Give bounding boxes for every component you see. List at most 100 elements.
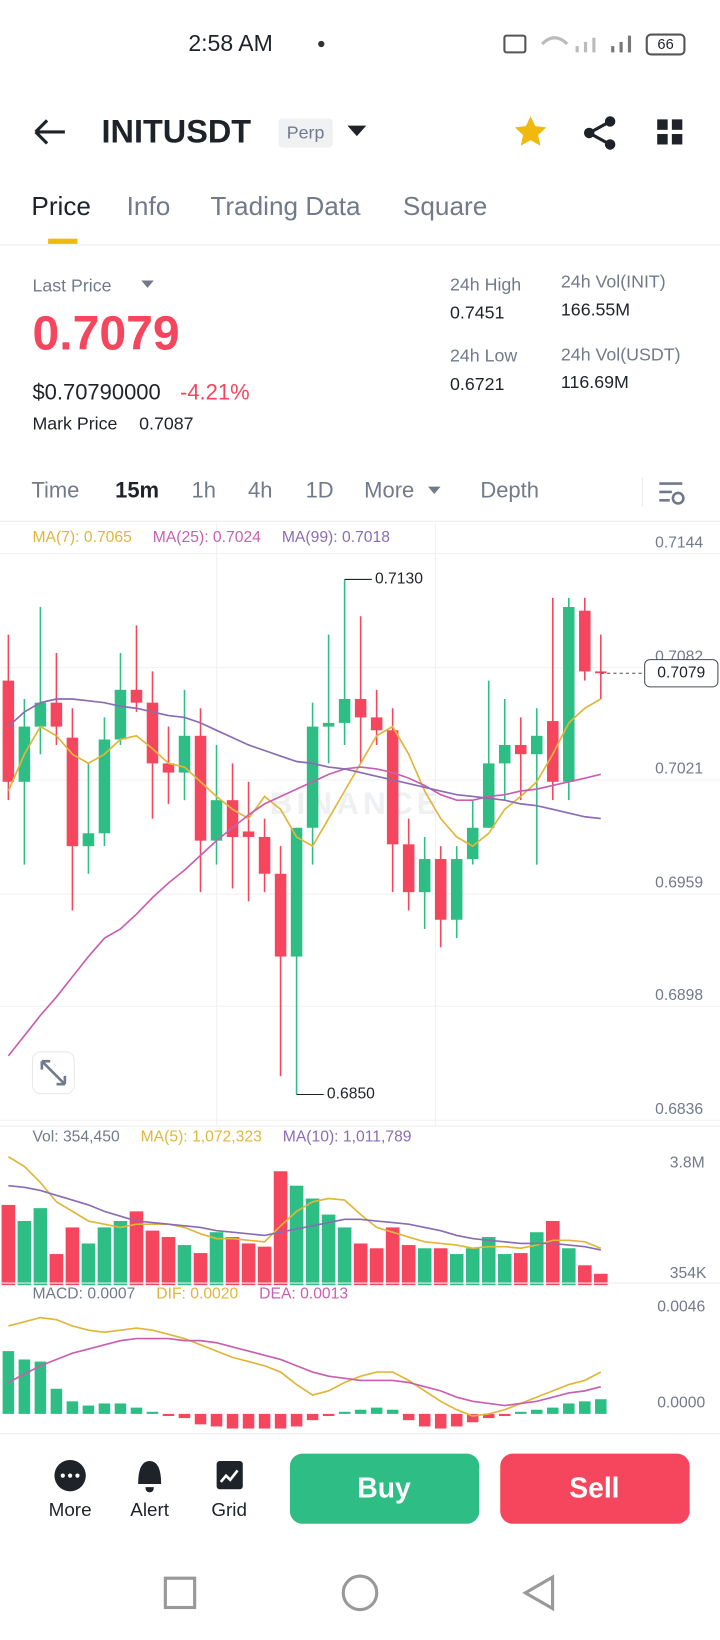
signal [611, 46, 615, 53]
symbol-title[interactable]: INITUSDT [102, 114, 252, 150]
status-bar: 2:58 AM 66 [188, 30, 686, 56]
bottom-label[interactable]: More [49, 1499, 92, 1520]
bar [146, 1411, 159, 1414]
candle-body [402, 844, 415, 893]
bar [401, 1245, 416, 1286]
sell-button[interactable] [500, 1453, 690, 1524]
y-tick-label: 354K [670, 1265, 707, 1282]
bar [178, 1413, 191, 1419]
bar [418, 1413, 431, 1427]
bar [595, 1399, 607, 1414]
price-stats: Last Price 0.7079 $0.70790000 -4.21% Mar… [32, 271, 680, 433]
bar [370, 1407, 383, 1414]
sell-label[interactable]: Sell [569, 1472, 619, 1504]
bar [402, 1413, 415, 1421]
recents-button[interactable] [163, 1576, 197, 1610]
favorite-star[interactable] [514, 116, 547, 146]
candle-body [82, 833, 95, 847]
y-tick-label: 0.0046 [657, 1298, 705, 1315]
tab[interactable]: Info [127, 191, 171, 221]
bar [98, 1403, 111, 1414]
candle-body [370, 717, 383, 731]
chart-settings[interactable] [659, 482, 685, 505]
alert-icon[interactable] [138, 1460, 162, 1493]
layout-button[interactable] [657, 119, 683, 145]
indicator-line [7, 698, 602, 848]
legend-entry: DIF: 0.0020 [156, 1286, 238, 1303]
interval[interactable]: Time [31, 478, 79, 503]
cast-icon [503, 34, 527, 54]
bottom-label[interactable]: Grid [211, 1499, 247, 1520]
bottom-bar: More Alert Grid Buy Sell [0, 1433, 720, 1524]
bottom-label[interactable]: Alert [130, 1499, 169, 1520]
bar [161, 1237, 176, 1286]
bar [65, 1227, 80, 1286]
bar [50, 1388, 63, 1414]
candle-body [579, 610, 591, 672]
candle-body [595, 671, 607, 674]
tab-active[interactable]: Price [31, 191, 91, 221]
indicator-line [7, 1337, 602, 1407]
tab[interactable]: Square [403, 191, 487, 221]
candle-body [450, 859, 463, 920]
buy-button[interactable] [289, 1453, 480, 1524]
interval[interactable]: 4h [248, 478, 272, 503]
expand-icon [40, 1059, 67, 1086]
interval[interactable]: 1h [192, 478, 216, 503]
tab[interactable]: Trading Data [210, 191, 361, 221]
share-button[interactable] [583, 116, 616, 150]
bar [386, 1409, 399, 1414]
bar [241, 1243, 256, 1286]
back-nav-button[interactable] [522, 1574, 555, 1612]
candle-body [242, 831, 255, 837]
candle-body [386, 730, 399, 845]
legend-entry: MACD: 0.0007 [32, 1286, 135, 1303]
grid-icon[interactable] [216, 1460, 243, 1490]
tabs: Price Info Trading Data Square [0, 191, 720, 246]
bar [305, 1198, 320, 1286]
watermark: BINANCE [270, 786, 442, 821]
bar [579, 1401, 591, 1414]
bar [449, 1254, 464, 1286]
home-button[interactable] [341, 1574, 379, 1612]
price-tag-label: 0.7079 [657, 664, 705, 681]
interval[interactable]: More [364, 478, 414, 503]
perp-badge: Perp [287, 123, 325, 143]
stat-label: 24h Vol(USDT) [561, 345, 681, 365]
y-tick-label: 3.8M [670, 1154, 705, 1171]
interval[interactable]: Depth [480, 478, 539, 503]
back-button[interactable] [34, 119, 65, 145]
expand-button[interactable] [31, 1051, 75, 1095]
candle-body [274, 873, 287, 957]
bar [18, 1359, 31, 1414]
settings-gear [671, 491, 685, 505]
buy-label[interactable]: Buy [357, 1472, 411, 1504]
bar [529, 1232, 544, 1286]
interval-active[interactable]: 15m [115, 478, 159, 503]
candle-body [34, 702, 47, 727]
candle-body [130, 689, 143, 703]
bar [497, 1254, 512, 1286]
stat-label: 24h Low [450, 346, 517, 366]
indicator-line [8, 1184, 601, 1251]
candle-body [114, 689, 127, 740]
mark-price: 0.7087 [139, 414, 193, 434]
bar [34, 1361, 47, 1414]
bar [129, 1211, 144, 1286]
candle-body [531, 735, 543, 755]
usd-price: $0.70790000 [32, 379, 160, 404]
bar [289, 1185, 304, 1286]
bar [338, 1411, 351, 1414]
bar [417, 1248, 432, 1286]
bar [33, 1208, 48, 1286]
bar [162, 1413, 175, 1416]
symbol-dropdown[interactable] [347, 125, 367, 137]
bar [514, 1411, 527, 1414]
bar [531, 1409, 543, 1414]
bar [209, 1232, 224, 1286]
interval[interactable]: 1D [306, 478, 334, 503]
grid-icon-line [219, 1469, 239, 1483]
bar [17, 1220, 32, 1286]
status-dot [318, 40, 325, 48]
last-price-dropdown[interactable] [141, 280, 154, 288]
